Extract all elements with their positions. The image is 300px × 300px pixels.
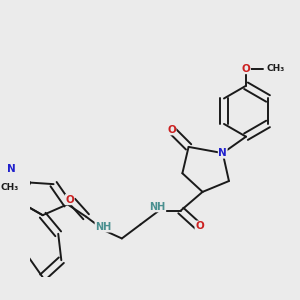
- Text: NH: NH: [95, 222, 111, 232]
- Text: O: O: [242, 64, 250, 74]
- Text: N: N: [218, 148, 227, 158]
- Text: CH₃: CH₃: [266, 64, 284, 73]
- Text: NH: NH: [149, 202, 166, 212]
- Text: O: O: [65, 195, 74, 205]
- Text: O: O: [195, 221, 204, 231]
- Text: CH₃: CH₃: [0, 183, 18, 192]
- Text: N: N: [7, 164, 16, 174]
- Text: O: O: [167, 125, 176, 135]
